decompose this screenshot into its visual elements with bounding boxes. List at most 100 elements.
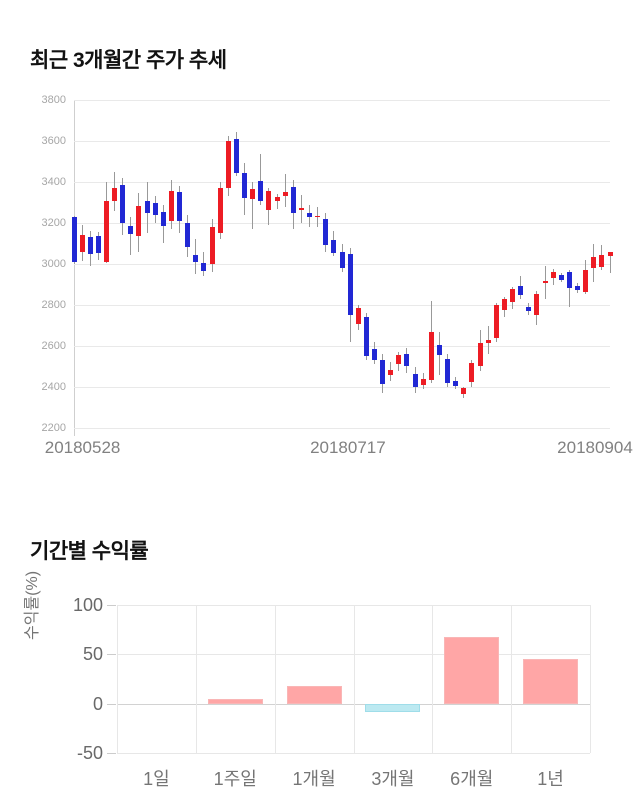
candle-wick bbox=[284, 173, 286, 207]
candle-body bbox=[136, 205, 142, 237]
returns-category-gridline bbox=[353, 605, 355, 753]
returns-bar bbox=[444, 636, 500, 704]
candle-body bbox=[331, 240, 337, 253]
returns-category-gridline bbox=[195, 605, 197, 753]
price-gridline bbox=[74, 305, 610, 306]
candle-body bbox=[550, 272, 556, 279]
returns-category-label: 6개월 bbox=[450, 769, 494, 789]
candle-body bbox=[566, 272, 572, 288]
price-y-tick-label: 3600 bbox=[41, 135, 66, 147]
candle-wick bbox=[276, 194, 278, 209]
returns-category-gridline bbox=[432, 605, 434, 753]
candle-body bbox=[428, 331, 434, 380]
price-y-tick-label: 3800 bbox=[41, 94, 66, 106]
price-gridline bbox=[74, 100, 610, 101]
candle-body bbox=[477, 342, 483, 367]
returns-y-tick-label: 0 bbox=[92, 693, 103, 714]
returns-bar bbox=[207, 698, 263, 704]
returns-y-tick-label: -50 bbox=[76, 743, 103, 763]
returns-category-label: 1개월 bbox=[292, 769, 336, 789]
price-chart-title: 최근 3개월간 주가 추세 bbox=[30, 49, 227, 73]
candle-body bbox=[266, 191, 272, 210]
candle-body bbox=[371, 349, 377, 361]
price-y-tick-label: 3400 bbox=[41, 176, 66, 188]
candle-body bbox=[323, 218, 329, 245]
returns-category-label: 1일 bbox=[143, 769, 170, 789]
candle-body bbox=[168, 191, 174, 221]
returns-gridline bbox=[117, 753, 590, 754]
candle-body bbox=[355, 308, 361, 325]
candle-body bbox=[242, 172, 248, 199]
candle-body bbox=[388, 369, 394, 375]
candle-body bbox=[558, 275, 564, 281]
candle-body bbox=[485, 339, 491, 343]
candle-body bbox=[518, 285, 524, 295]
returns-category-gridline bbox=[117, 605, 118, 753]
candle-body bbox=[501, 298, 507, 311]
candle-body bbox=[583, 270, 589, 292]
candle-body bbox=[217, 188, 223, 234]
price-y-tick-label: 2400 bbox=[41, 381, 66, 393]
candle-body bbox=[274, 197, 280, 202]
candle-body bbox=[412, 373, 418, 387]
candle-wick bbox=[130, 216, 132, 255]
candle-body bbox=[307, 212, 312, 217]
candle-body bbox=[591, 256, 597, 269]
candle-body bbox=[177, 192, 183, 221]
candle-body bbox=[363, 317, 369, 357]
price-y-tick-label: 2800 bbox=[41, 299, 66, 311]
candle-wick bbox=[252, 182, 254, 230]
candle-body bbox=[120, 185, 126, 223]
candle-body bbox=[510, 288, 516, 302]
price-gridline bbox=[74, 387, 610, 388]
candle-body bbox=[144, 201, 150, 213]
returns-chart-title: 기간별 수익률 bbox=[30, 540, 149, 564]
returns-y-tick-mark bbox=[107, 703, 116, 705]
returns-category-gridline bbox=[590, 605, 591, 753]
returns-y-tick-label: 100 bbox=[72, 595, 103, 615]
candle-body bbox=[250, 189, 256, 200]
returns-chart-plot: 100 50 0 -50 1일 1주일 1개월 3개월 6개월 1년 bbox=[73, 596, 591, 789]
candle-body bbox=[526, 307, 532, 312]
candle-body bbox=[599, 254, 605, 268]
returns-y-tick-mark bbox=[107, 753, 116, 754]
candle-body bbox=[193, 254, 199, 262]
candle-body bbox=[453, 380, 459, 386]
candle-body bbox=[160, 211, 166, 227]
candle-body bbox=[339, 251, 345, 269]
candle-body bbox=[607, 252, 613, 256]
candle-body bbox=[79, 235, 85, 252]
candle-body bbox=[493, 305, 499, 338]
returns-y-tick-mark bbox=[107, 654, 116, 656]
returns-category-gridline bbox=[511, 605, 513, 753]
returns-bar bbox=[365, 703, 421, 712]
candle-body bbox=[258, 180, 264, 202]
price-x-tick-label: 20180528 bbox=[44, 438, 121, 457]
returns-y-tick-mark bbox=[107, 605, 116, 606]
returns-y-tick-label: 50 bbox=[82, 644, 103, 665]
candle-body bbox=[87, 237, 93, 254]
price-y-tick-label: 3200 bbox=[41, 217, 66, 229]
price-y-tick-label: 2200 bbox=[41, 422, 66, 434]
candle-body bbox=[128, 226, 134, 235]
candle-body bbox=[209, 227, 215, 264]
candle-body bbox=[469, 363, 475, 382]
candle-body bbox=[152, 202, 158, 215]
price-gridline bbox=[74, 346, 610, 347]
candle-body bbox=[542, 281, 548, 284]
candle-body bbox=[233, 138, 239, 173]
candle-body bbox=[103, 201, 109, 262]
price-chart-y-axis-line bbox=[74, 100, 75, 436]
candle-body bbox=[225, 141, 231, 189]
candle-wick bbox=[609, 251, 611, 274]
candle-body bbox=[201, 262, 207, 272]
price-x-tick-label: 20180717 bbox=[310, 438, 386, 457]
candle-wick bbox=[568, 270, 570, 308]
candle-body bbox=[112, 188, 118, 202]
candle-body bbox=[71, 216, 77, 262]
candle-body bbox=[534, 293, 540, 316]
price-gridline bbox=[74, 428, 610, 429]
candle-wick bbox=[260, 154, 262, 205]
price-gridline bbox=[74, 223, 610, 224]
returns-chart-y-axis-label: 수익률(%) bbox=[24, 570, 41, 640]
